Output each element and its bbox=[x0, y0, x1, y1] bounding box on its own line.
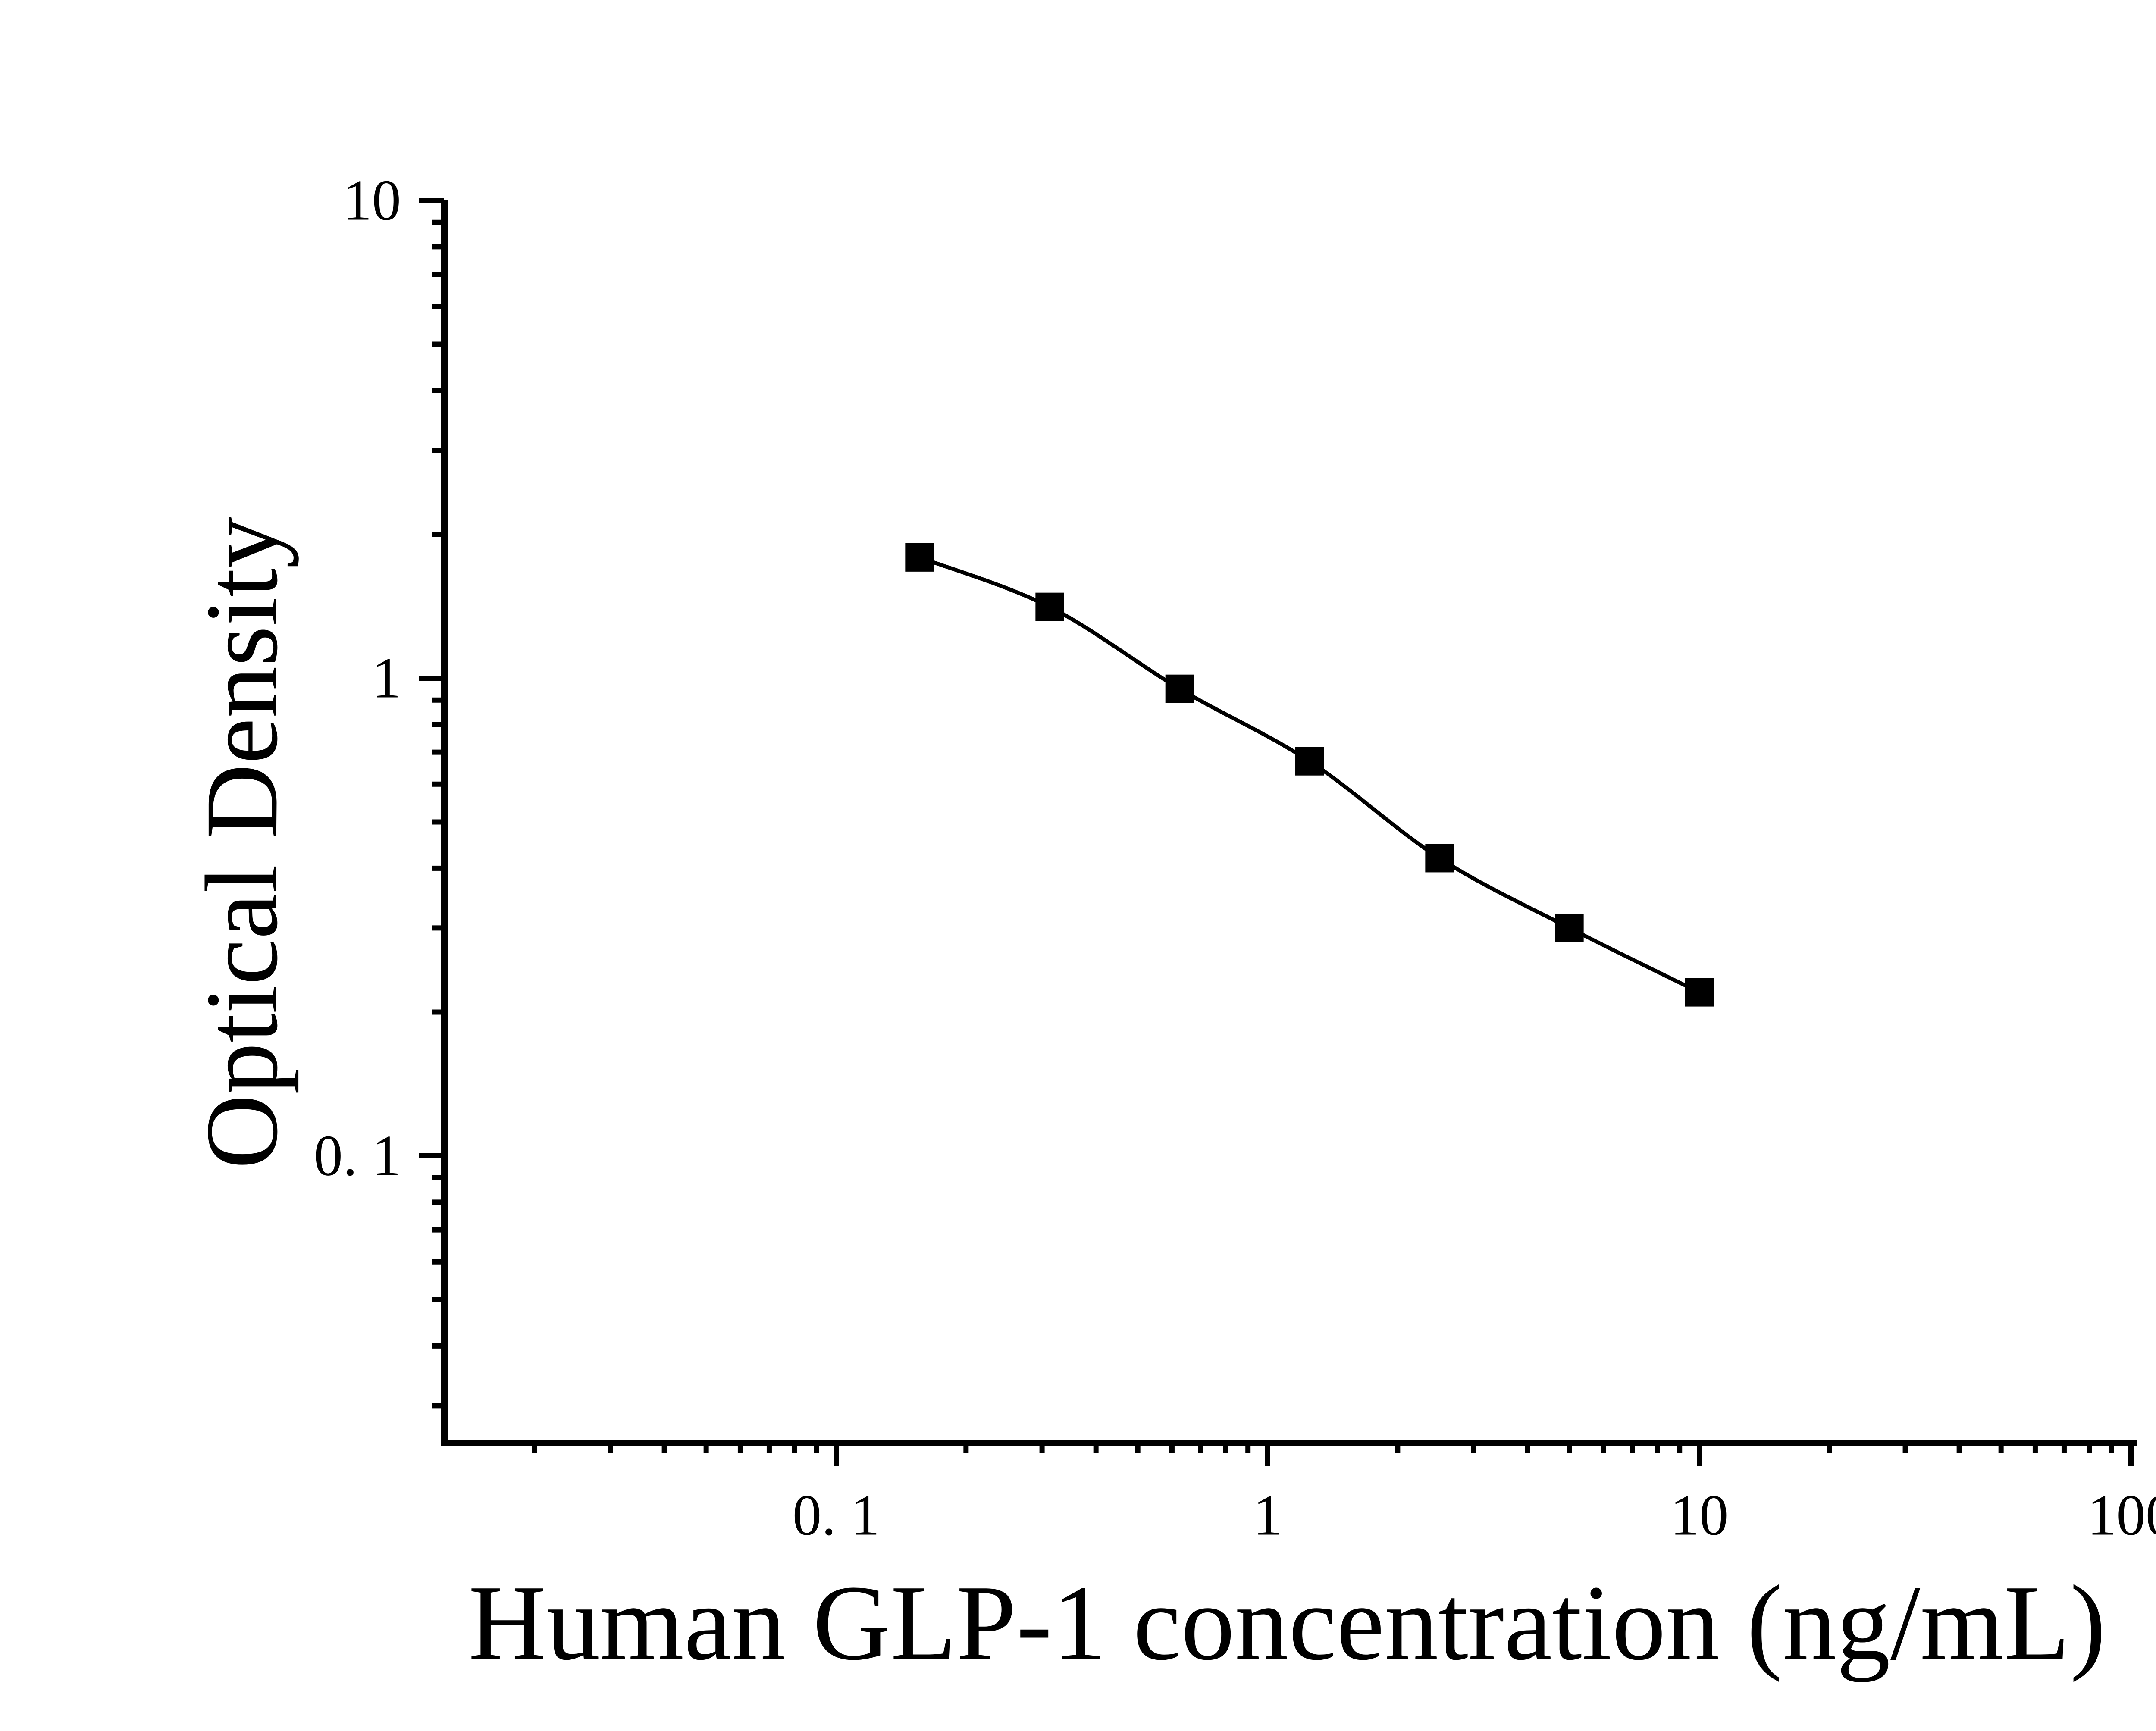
data-point-markers bbox=[905, 543, 1714, 1007]
axis-ticks bbox=[419, 198, 2134, 1466]
x-tick-label-0-1: 0. 1 bbox=[792, 1483, 880, 1548]
y-axis-title: Optical Density bbox=[184, 516, 299, 1169]
x-tick-label-100: 100 bbox=[2087, 1483, 2156, 1548]
data-point-marker bbox=[1425, 844, 1454, 873]
x-tick-label-10: 10 bbox=[1670, 1483, 1729, 1548]
data-point-marker bbox=[1035, 592, 1064, 621]
x-axis-title: Human GLP-1 concentration (ng/mL) bbox=[468, 1563, 2106, 1683]
x-tick-label-1: 1 bbox=[1253, 1483, 1282, 1548]
y-tick-label-0-1: 0. 1 bbox=[313, 1124, 401, 1188]
axes bbox=[441, 200, 2137, 1446]
data-point-marker bbox=[1165, 674, 1194, 703]
data-point-marker bbox=[1685, 978, 1714, 1007]
data-point-marker bbox=[1555, 914, 1584, 942]
y-tick-label-1: 1 bbox=[372, 646, 401, 711]
data-point-marker bbox=[1295, 747, 1324, 776]
y-tick-label-10: 10 bbox=[343, 168, 401, 233]
data-point-marker bbox=[905, 543, 934, 572]
